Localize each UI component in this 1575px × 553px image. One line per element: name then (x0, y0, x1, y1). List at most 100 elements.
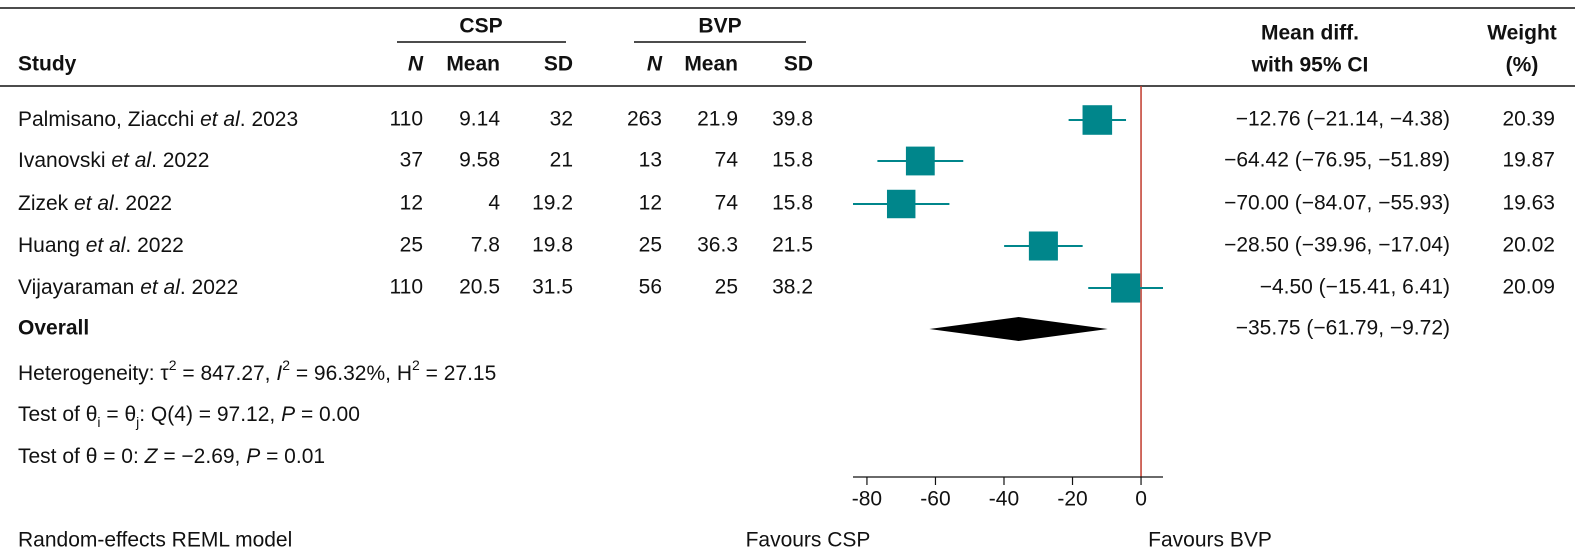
cell: 74 (715, 149, 739, 172)
cell: 12 (400, 192, 423, 215)
text-fragment: = 27.15 (420, 362, 496, 385)
text-fragment: = 0.00 (295, 403, 360, 426)
text-fragment: Test of θ (18, 403, 97, 426)
stat-line: Test of θ = 0: Z = −2.69, P = 0.01 (18, 445, 325, 468)
weight-header: Weight (1487, 22, 1557, 45)
weight-label: 20.39 (1502, 108, 1555, 131)
group-header: CSP (459, 15, 502, 38)
text-fragment: . 2022 (151, 149, 209, 172)
ci-label: −28.50 (−39.96, −17.04) (1224, 234, 1450, 257)
cell: 263 (627, 108, 662, 131)
column-header: SD (784, 53, 813, 76)
cell: 74 (715, 192, 739, 215)
cell: 13 (639, 149, 662, 172)
effect-header: with 95% CI (1251, 54, 1369, 77)
effect-box (886, 189, 916, 219)
text-fragment: = 96.32%, H (290, 362, 412, 385)
effect-box (1028, 231, 1058, 261)
text-fragment: : Q(4) = 97.12, (139, 403, 281, 426)
cell: 12 (639, 192, 662, 215)
text-fragment: = 847.27, (177, 362, 277, 385)
cell: 7.8 (471, 234, 500, 257)
text-fragment: Test of θ = 0: (18, 445, 145, 468)
text-fragment: . 2022 (180, 276, 238, 299)
cell: 19.2 (532, 192, 573, 215)
cell: 38.2 (772, 276, 813, 299)
column-header: SD (544, 53, 573, 76)
overall-ci-label: −35.75 (−61.79, −9.72) (1236, 317, 1450, 340)
stat-line: Palmisano, Ziacchi et al. 2023 (18, 108, 298, 131)
text-fragment: . 2022 (114, 192, 172, 215)
stat-line: Ivanovski et al. 2022 (18, 149, 209, 172)
text-fragment: . 2022 (125, 234, 183, 257)
text-fragment: Huang (18, 234, 86, 257)
text-fragment: et al (74, 192, 115, 215)
x-tick-label: -60 (920, 488, 950, 511)
group-header: BVP (698, 15, 741, 38)
cell: 32 (550, 108, 573, 131)
x-label: Favours BVP (1148, 529, 1272, 552)
weight-label: 20.09 (1502, 276, 1555, 299)
stat-line: Test of θi = θj: Q(4) = 97.12, P = 0.00 (18, 403, 360, 430)
x-label: Favours CSP (746, 529, 871, 552)
text-fragment: = 0.01 (260, 445, 325, 468)
text-fragment: Heterogeneity: τ (18, 362, 169, 385)
x-tick-label: 0 (1135, 488, 1147, 511)
effect-box (1082, 105, 1113, 135)
effect-box (1111, 273, 1141, 303)
text-fragment: P (246, 445, 260, 468)
cell: 15.8 (772, 192, 813, 215)
ci-label: −70.00 (−84.07, −55.93) (1224, 192, 1450, 215)
cell: 9.58 (459, 149, 500, 172)
text-fragment: 2 (169, 357, 177, 373)
cell: 39.8 (772, 108, 813, 131)
ci-label: −64.42 (−76.95, −51.89) (1224, 149, 1450, 172)
text-fragment: et al (140, 276, 181, 299)
column-header: N (408, 53, 424, 76)
stat-line: Huang et al. 2022 (18, 234, 184, 257)
text-fragment: Palmisano, Ziacchi (18, 108, 200, 131)
text-fragment: P (281, 403, 295, 426)
ci-label: −4.50 (−15.41, 6.41) (1260, 276, 1450, 299)
text-fragment: et al (111, 149, 152, 172)
overall-diamond (929, 317, 1108, 341)
text-fragment: Vijayaraman (18, 276, 140, 299)
cell: 20.5 (459, 276, 500, 299)
weight-header: (%) (1506, 54, 1539, 77)
cell: 110 (390, 276, 423, 299)
cell: 25 (639, 234, 662, 257)
weight-label: 20.02 (1502, 234, 1555, 257)
effect-header: Mean diff. (1261, 22, 1359, 45)
x-tick-label: -40 (989, 488, 1019, 511)
text-fragment: . 2023 (240, 108, 298, 131)
weight-label: 19.63 (1502, 192, 1555, 215)
cell: 56 (639, 276, 662, 299)
text-fragment: et al (200, 108, 241, 131)
cell: 31.5 (532, 276, 573, 299)
study-header: Study (18, 53, 77, 76)
cell: 9.14 (459, 108, 500, 131)
column-header: Mean (684, 53, 738, 76)
cell: 25 (715, 276, 738, 299)
cell: 36.3 (697, 234, 738, 257)
text-fragment: = θ (101, 403, 137, 426)
effect-box (905, 146, 935, 176)
column-header: N (647, 53, 663, 76)
cell: 15.8 (772, 149, 813, 172)
text-fragment: j (135, 414, 139, 430)
text-fragment: et al (86, 234, 127, 257)
text-fragment: Z (144, 445, 159, 468)
text-fragment: 2 (282, 357, 290, 373)
text-fragment: Zizek (18, 192, 74, 215)
text-fragment: Ivanovski (18, 149, 111, 172)
stat-line: Zizek et al. 2022 (18, 192, 172, 215)
text-fragment: = −2.69, (157, 445, 246, 468)
cell: 37 (400, 149, 423, 172)
overall-label: Overall (18, 317, 89, 340)
ci-label: −12.76 (−21.14, −4.38) (1236, 108, 1450, 131)
text-fragment: i (97, 414, 100, 430)
cell: 21.9 (697, 108, 738, 131)
text-fragment: I (276, 362, 282, 385)
stat-line: Vijayaraman et al. 2022 (18, 276, 238, 299)
